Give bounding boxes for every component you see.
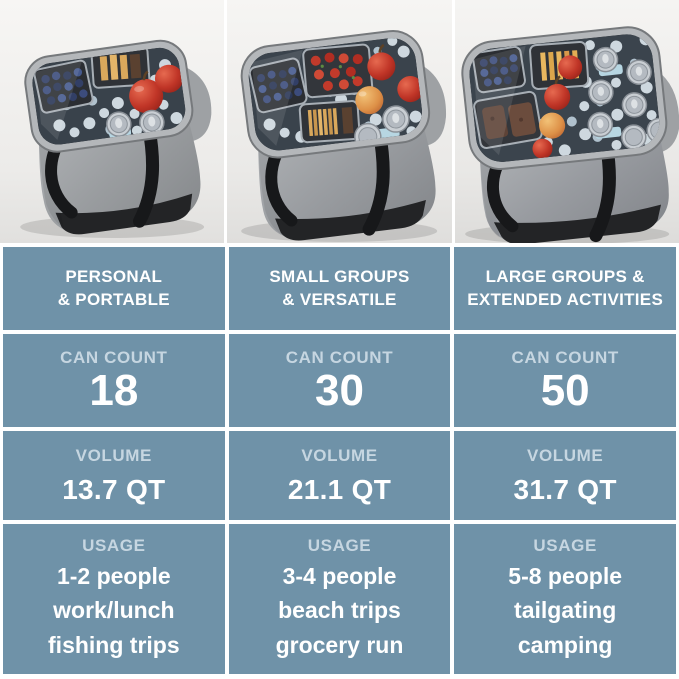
volume-value: 31.7 QT <box>513 473 617 505</box>
cooler-bag <box>241 29 447 241</box>
volume-label: VOLUME <box>301 445 378 465</box>
usage-line: camping <box>517 631 613 658</box>
header-line: EXTENDED ACTIVITIES <box>467 289 664 309</box>
usage-line: tailgating <box>514 597 617 624</box>
can-count-value: 30 <box>315 365 364 415</box>
column-header: LARGE GROUPS & EXTENDED ACTIVITIES <box>467 266 663 311</box>
can-count-value: 50 <box>540 365 590 415</box>
volume-value: 13.7 QT <box>62 473 166 505</box>
header-line: LARGE GROUPS & <box>485 267 645 287</box>
meat-container <box>472 90 543 150</box>
medium-cooler-illustration <box>227 0 452 243</box>
blueberry-container <box>249 57 308 114</box>
volume-cell-1: VOLUME 13.7 QT <box>3 431 225 520</box>
usage-cell-2: USAGE 3-4 people beach trips grocery run <box>228 524 451 674</box>
column-header: PERSONAL & PORTABLE <box>58 266 170 311</box>
can-count-label: CAN COUNT <box>511 347 619 367</box>
can-count-value: 18 <box>89 365 139 415</box>
usage-line: 1-2 people <box>56 562 171 589</box>
usage-label: USAGE <box>533 535 597 555</box>
can-count-cell-3: CAN COUNT 50 <box>454 334 676 427</box>
header-line: SMALL GROUPS <box>269 267 410 287</box>
usage-lines: 5-8 people tailgating camping <box>508 559 622 663</box>
usage-label: USAGE <box>82 535 146 555</box>
can-count-label: CAN COUNT <box>60 347 168 367</box>
photo-medium-cooler <box>227 0 452 243</box>
large-cooler-illustration <box>454 0 679 243</box>
fruit <box>355 43 424 115</box>
can-count-cell-1: CAN COUNT 18 <box>3 334 225 427</box>
blueberry-container <box>471 45 526 94</box>
bag-contents <box>29 45 188 148</box>
usage-line: grocery run <box>275 631 404 658</box>
usage-line: beach trips <box>278 597 401 624</box>
usage-line: fishing trips <box>48 631 180 658</box>
apples <box>129 64 183 114</box>
soda-cans <box>587 46 662 150</box>
volume-cell-2: VOLUME 21.1 QT <box>228 431 451 520</box>
column-header: SMALL GROUPS & VERSATILE <box>269 266 409 311</box>
usage-line: work/lunch <box>53 597 175 624</box>
usage-lines: 3-4 people beach trips grocery run <box>276 559 404 663</box>
header-line: PERSONAL <box>65 267 163 287</box>
cooler-bag <box>461 26 679 243</box>
blueberry-container <box>33 59 94 114</box>
usage-line: 3-4 people <box>282 562 397 589</box>
usage-cell-1: USAGE 1-2 people work/lunch fishing trip… <box>3 524 225 674</box>
soda-cans <box>106 109 165 139</box>
can-count-label: CAN COUNT <box>285 347 394 367</box>
snack-sticks-container <box>299 100 361 144</box>
volume-cell-3: VOLUME 31.7 QT <box>454 431 676 520</box>
usage-cell-3: USAGE 5-8 people tailgating camping <box>454 524 676 674</box>
photo-small-cooler <box>0 0 225 243</box>
header-line: & PORTABLE <box>57 289 170 309</box>
volume-value: 21.1 QT <box>287 473 392 505</box>
small-cooler-illustration <box>0 0 225 243</box>
volume-label: VOLUME <box>75 445 152 465</box>
product-photo-strip <box>0 0 679 243</box>
fruit <box>532 55 582 159</box>
usage-lines: 1-2 people work/lunch fishing trips <box>48 559 180 663</box>
cooler-bag <box>24 39 212 235</box>
can-count-cell-2: CAN COUNT 30 <box>228 334 451 427</box>
header-cell-small-groups: SMALL GROUPS & VERSATILE <box>228 247 451 330</box>
header-cell-large-groups: LARGE GROUPS & EXTENDED ACTIVITIES <box>454 247 676 330</box>
photo-large-cooler <box>454 0 679 243</box>
usage-label: USAGE <box>307 535 372 555</box>
comparison-table: PERSONAL & PORTABLE SMALL GROUPS & VERSA… <box>0 243 679 679</box>
snack-container <box>90 45 151 89</box>
usage-line: 5-8 people <box>508 562 623 589</box>
bag-contents <box>466 31 662 165</box>
header-line: & VERSATILE <box>282 289 397 309</box>
header-cell-personal: PERSONAL & PORTABLE <box>3 247 225 330</box>
volume-label: VOLUME <box>527 445 604 465</box>
